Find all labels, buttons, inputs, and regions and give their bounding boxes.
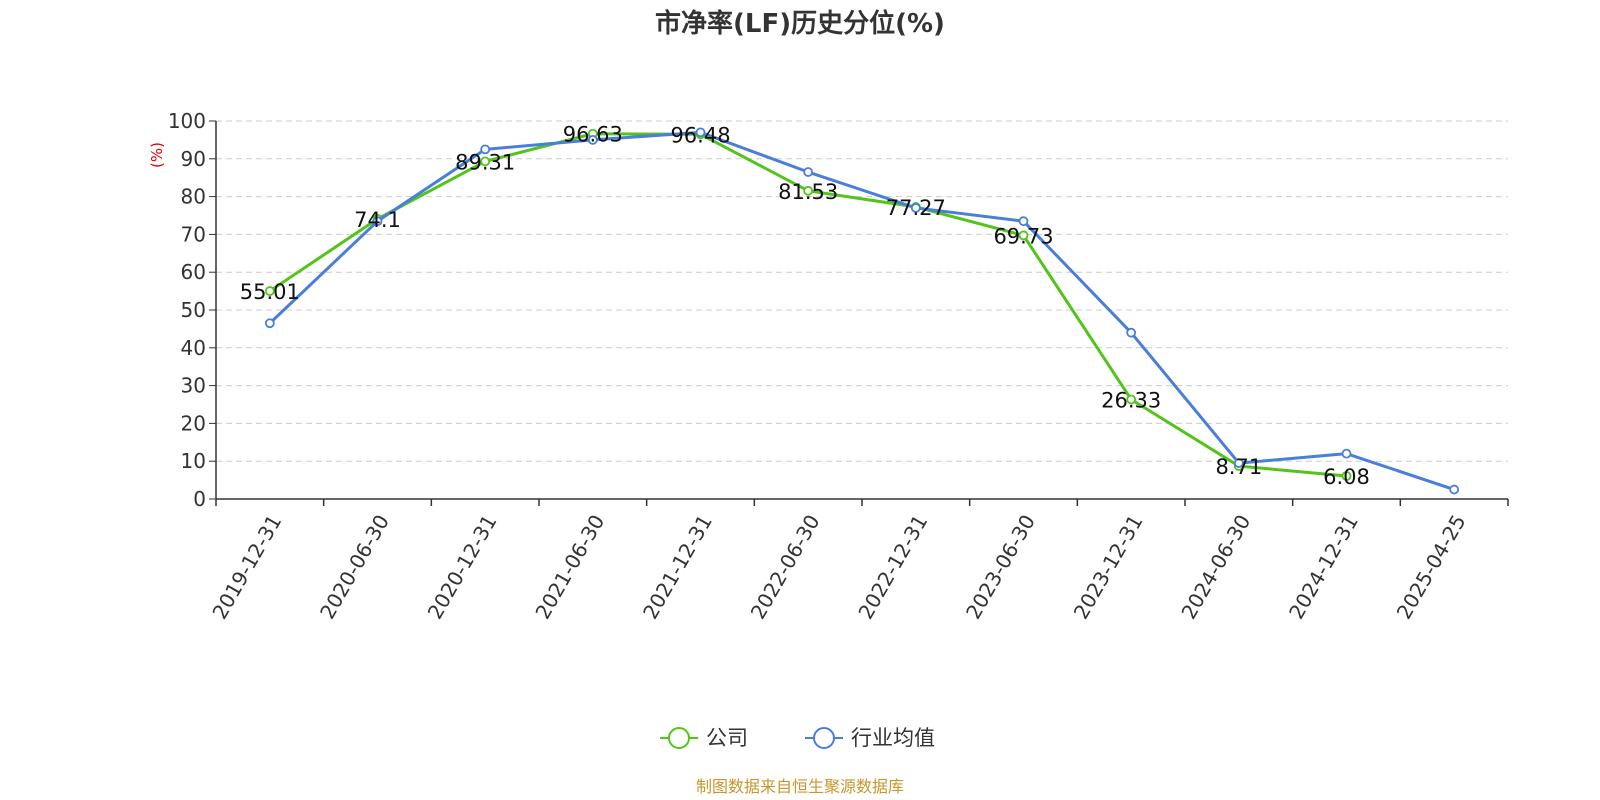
y-tick-label: 20 <box>181 411 206 435</box>
data-label: 96.48 <box>670 123 730 147</box>
x-tick-label: 2021-06-30 <box>530 511 609 624</box>
data-point <box>480 156 491 167</box>
data-label: 6.08 <box>1323 465 1370 489</box>
data-point <box>803 167 814 177</box>
legend[interactable]: 公司 行业均值 <box>660 726 935 750</box>
data-point <box>264 318 275 329</box>
data-point <box>480 144 491 155</box>
data-label: 74.1 <box>354 208 401 232</box>
x-tick-label: 2025-04-25 <box>1392 511 1471 624</box>
x-axis-ticks: 2019-12-31 2020-06-30 2020-12-31 2021-06-30… <box>207 499 1509 624</box>
data-labels: 55.01 74.1 89.31 96.63 96.48 81.53 77.27 69.73 2… <box>240 123 1370 489</box>
data-label: 26.33 <box>1101 388 1161 412</box>
data-point <box>1341 448 1352 459</box>
y-axis-ticks: 0 10 20 30 40 50 60 70 80 90 100 <box>168 109 216 511</box>
y-tick-label: 100 <box>168 109 206 133</box>
data-label: 89.31 <box>455 150 515 174</box>
y-tick-label: 80 <box>181 185 206 209</box>
data-point <box>695 127 706 138</box>
data-point <box>1126 327 1137 338</box>
legend-circle-icon <box>813 727 835 749</box>
series-line-2 <box>268 130 1455 491</box>
data-point <box>1449 484 1460 495</box>
data-point <box>1018 216 1029 227</box>
x-tick-label: 2023-06-30 <box>961 511 1040 624</box>
data-label: 96.63 <box>563 123 623 147</box>
x-tick-label: 2024-12-31 <box>1284 511 1363 624</box>
legend-label: 公司 <box>706 726 748 750</box>
data-point <box>264 286 275 296</box>
data-label: 8.71 <box>1215 455 1262 479</box>
data-label: 81.53 <box>778 180 838 204</box>
x-tick-label: 2020-06-30 <box>315 511 394 624</box>
x-tick-label: 2020-12-31 <box>423 510 502 623</box>
data-label: 77.27 <box>886 196 946 220</box>
data-point <box>587 134 598 145</box>
legend-label: 行业均值 <box>851 726 935 750</box>
data-point <box>803 185 814 196</box>
x-tick-label: 2022-06-30 <box>746 511 825 624</box>
y-tick-label: 50 <box>181 298 206 322</box>
x-tick-label: 2021-12-31 <box>638 511 717 624</box>
data-point <box>910 203 921 213</box>
y-axis-unit: (%) <box>148 142 166 168</box>
y-tick-label: 40 <box>181 336 206 360</box>
axes <box>215 121 1508 500</box>
data-label: 55.01 <box>240 280 300 304</box>
y-tick-label: 90 <box>181 147 206 171</box>
legend-item-2[interactable]: 行业均值 <box>805 726 935 750</box>
series-group <box>264 127 1460 495</box>
data-point <box>1018 230 1029 241</box>
y-tick-label: 10 <box>181 449 206 473</box>
y-tick-label: 70 <box>181 222 206 246</box>
x-tick-label: 2023-12-31 <box>1069 511 1148 624</box>
x-tick-label: 2024-06-30 <box>1176 511 1255 624</box>
grid-lines <box>216 120 1508 462</box>
x-tick-label: 2022-12-31 <box>853 510 932 623</box>
x-tick-label: 2019-12-31 <box>207 511 286 624</box>
data-point <box>1341 471 1352 481</box>
data-label: 69.73 <box>993 224 1053 248</box>
data-point <box>1126 394 1137 405</box>
y-tick-label: 30 <box>181 374 206 398</box>
data-point <box>1233 458 1244 468</box>
data-point <box>372 216 383 227</box>
chart-title: 市净率(LF)历史分位(%) <box>655 8 945 39</box>
source-note: 制图数据来自恒生聚源数据库 <box>696 777 904 796</box>
legend-circle-icon <box>668 727 690 749</box>
y-tick-label: 60 <box>181 260 206 284</box>
legend-item-1[interactable]: 公司 <box>660 726 748 750</box>
y-tick-label: 0 <box>193 487 206 511</box>
